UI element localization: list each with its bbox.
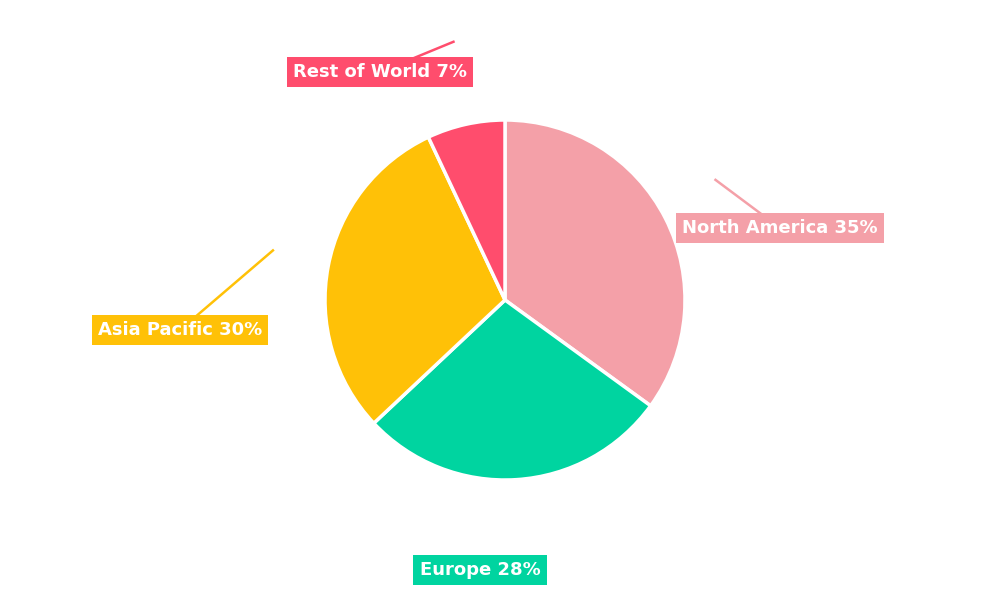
- Text: Europe 28%: Europe 28%: [420, 561, 540, 579]
- Wedge shape: [325, 137, 505, 423]
- Wedge shape: [505, 120, 685, 406]
- Wedge shape: [428, 120, 505, 300]
- Wedge shape: [374, 300, 651, 480]
- Text: Asia Pacific 30%: Asia Pacific 30%: [98, 321, 262, 339]
- Text: North America 35%: North America 35%: [682, 219, 878, 237]
- Text: Rest of World 7%: Rest of World 7%: [293, 63, 467, 81]
